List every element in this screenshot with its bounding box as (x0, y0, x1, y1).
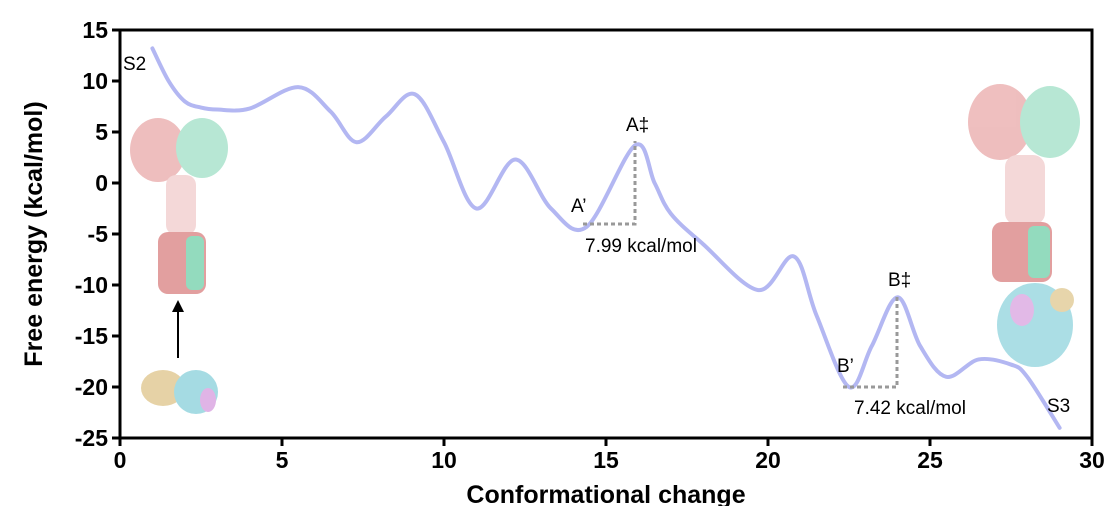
barrier-guide-b (843, 296, 899, 389)
protein-illustration-right (968, 84, 1080, 367)
x-tick-label: 30 (1079, 447, 1105, 473)
y-tick-label: 10 (82, 68, 108, 94)
annotation: B’ (837, 356, 854, 377)
y-tick-label: 5 (95, 119, 108, 145)
y-axis-title: Free energy (kcal/mol) (20, 101, 48, 366)
annotation: A‡ (626, 115, 649, 136)
y-tick-label: 15 (82, 17, 108, 43)
y-tick-label: -10 (75, 272, 108, 298)
barrier-guides (583, 141, 899, 389)
arrow-head (172, 300, 184, 312)
x-axis-title: Conformational change (466, 481, 745, 506)
plot (150, 46, 1062, 430)
annotation: S2 (123, 54, 146, 75)
y-tick-label: -25 (75, 425, 108, 451)
x-tick-label: 10 (431, 447, 457, 473)
y-tick-label: -20 (75, 374, 108, 400)
x-tick-label: 0 (114, 447, 127, 473)
y-tick-label: -15 (75, 323, 108, 349)
energy-curve (150, 46, 1062, 430)
protein-illustration-left (130, 118, 228, 294)
annotation: S3 (1047, 396, 1070, 417)
x-tick-label: 20 (755, 447, 781, 473)
annotation: B‡ (888, 270, 911, 291)
x-tick-label: 5 (276, 447, 289, 473)
x-tick-label: 15 (593, 447, 619, 473)
annotation: 7.42 kcal/mol (854, 398, 966, 419)
annotation: 7.99 kcal/mol (585, 236, 697, 257)
x-tick-label: 25 (917, 447, 943, 473)
annotation: A’ (571, 196, 586, 217)
y-tick-label: -5 (88, 221, 109, 247)
y-tick-label: 0 (95, 170, 108, 196)
protein-illustration-bottom (141, 370, 218, 414)
barrier-guide-a (583, 141, 637, 226)
